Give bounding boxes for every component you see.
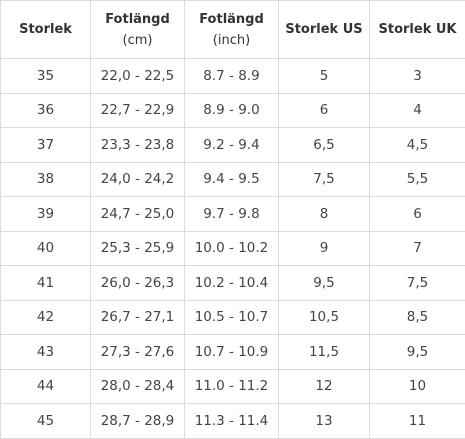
table-row: 39 24,7 - 25,0 9.7 - 9.8 8 6 <box>0 196 465 232</box>
cell-size: 42 <box>0 299 91 335</box>
table-row: 35 22,0 - 22,5 8.7 - 8.9 5 3 <box>0 58 465 94</box>
cell-foot-length-inch: 10.0 - 10.2 <box>184 230 279 266</box>
cell-foot-length-inch: 11.0 - 11.2 <box>184 368 279 404</box>
cell-foot-length-cm: 22,7 - 22,9 <box>90 92 185 128</box>
header-foot-length-inch: Fotlängd (inch) <box>184 0 279 59</box>
header-size-uk: Storlek UK <box>369 0 465 59</box>
table-row: 36 22,7 - 22,9 8.9 - 9.0 6 4 <box>0 92 465 128</box>
cell-foot-length-inch: 10.7 - 10.9 <box>184 334 279 370</box>
cell-size-us: 13 <box>278 403 370 439</box>
cell-size: 38 <box>0 161 91 197</box>
cell-size-uk: 10 <box>369 368 465 404</box>
cell-foot-length-cm: 26,7 - 27,1 <box>90 299 185 335</box>
cell-foot-length-inch: 8.9 - 9.0 <box>184 92 279 128</box>
table-row: 41 26,0 - 26,3 10.2 - 10.4 9,5 7,5 <box>0 265 465 301</box>
cell-size: 45 <box>0 403 91 439</box>
cell-foot-length-cm: 25,3 - 25,9 <box>90 230 185 266</box>
header-size-us: Storlek US <box>278 0 370 59</box>
cell-size-us: 6 <box>278 92 370 128</box>
cell-size-uk: 3 <box>369 58 465 94</box>
cell-size: 39 <box>0 196 91 232</box>
cell-size-us: 6,5 <box>278 127 370 163</box>
cell-foot-length-cm: 26,0 - 26,3 <box>90 265 185 301</box>
cell-foot-length-cm: 24,0 - 24,2 <box>90 161 185 197</box>
cell-size-uk: 7 <box>369 230 465 266</box>
cell-size-us: 11,5 <box>278 334 370 370</box>
cell-foot-length-inch: 9.4 - 9.5 <box>184 161 279 197</box>
cell-size: 41 <box>0 265 91 301</box>
cell-foot-length-cm: 24,7 - 25,0 <box>90 196 185 232</box>
cell-size-us: 12 <box>278 368 370 404</box>
cell-size-uk: 7,5 <box>369 265 465 301</box>
table-row: 38 24,0 - 24,2 9.4 - 9.5 7,5 5,5 <box>0 161 465 197</box>
cell-foot-length-cm: 27,3 - 27,6 <box>90 334 185 370</box>
cell-size-uk: 8,5 <box>369 299 465 335</box>
cell-size-us: 9 <box>278 230 370 266</box>
cell-size-us: 10,5 <box>278 299 370 335</box>
cell-size: 44 <box>0 368 91 404</box>
cell-foot-length-inch: 9.7 - 9.8 <box>184 196 279 232</box>
cell-size-uk: 9,5 <box>369 334 465 370</box>
header-foot-length-cm: Fotlängd (cm) <box>90 0 185 59</box>
cell-size: 40 <box>0 230 91 266</box>
cell-foot-length-cm: 23,3 - 23,8 <box>90 127 185 163</box>
cell-foot-length-cm: 28,7 - 28,9 <box>90 403 185 439</box>
cell-size-uk: 6 <box>369 196 465 232</box>
cell-size: 43 <box>0 334 91 370</box>
header-row: Storlek Fotlängd (cm) Fotlängd (inch) St… <box>0 0 465 59</box>
cell-foot-length-inch: 11.3 - 11.4 <box>184 403 279 439</box>
header-size: Storlek <box>0 0 91 59</box>
table-row: 40 25,3 - 25,9 10.0 - 10.2 9 7 <box>0 230 465 266</box>
cell-size-us: 7,5 <box>278 161 370 197</box>
cell-foot-length-inch: 8.7 - 8.9 <box>184 58 279 94</box>
cell-foot-length-cm: 22,0 - 22,5 <box>90 58 185 94</box>
cell-foot-length-inch: 10.5 - 10.7 <box>184 299 279 335</box>
cell-foot-length-inch: 9.2 - 9.4 <box>184 127 279 163</box>
table-row: 42 26,7 - 27,1 10.5 - 10.7 10,5 8,5 <box>0 299 465 335</box>
cell-size-uk: 4 <box>369 92 465 128</box>
cell-size-uk: 4,5 <box>369 127 465 163</box>
cell-foot-length-inch: 10.2 - 10.4 <box>184 265 279 301</box>
cell-size-uk: 11 <box>369 403 465 439</box>
cell-size: 36 <box>0 92 91 128</box>
table-row: 37 23,3 - 23,8 9.2 - 9.4 6,5 4,5 <box>0 127 465 163</box>
cell-size: 37 <box>0 127 91 163</box>
cell-foot-length-cm: 28,0 - 28,4 <box>90 368 185 404</box>
cell-size-us: 9,5 <box>278 265 370 301</box>
table-row: 44 28,0 - 28,4 11.0 - 11.2 12 10 <box>0 368 465 404</box>
table-row: 43 27,3 - 27,6 10.7 - 10.9 11,5 9,5 <box>0 334 465 370</box>
table-row: 45 28,7 - 28,9 11.3 - 11.4 13 11 <box>0 403 465 439</box>
cell-size-uk: 5,5 <box>369 161 465 197</box>
cell-size: 35 <box>0 58 91 94</box>
cell-size-us: 5 <box>278 58 370 94</box>
cell-size-us: 8 <box>278 196 370 232</box>
